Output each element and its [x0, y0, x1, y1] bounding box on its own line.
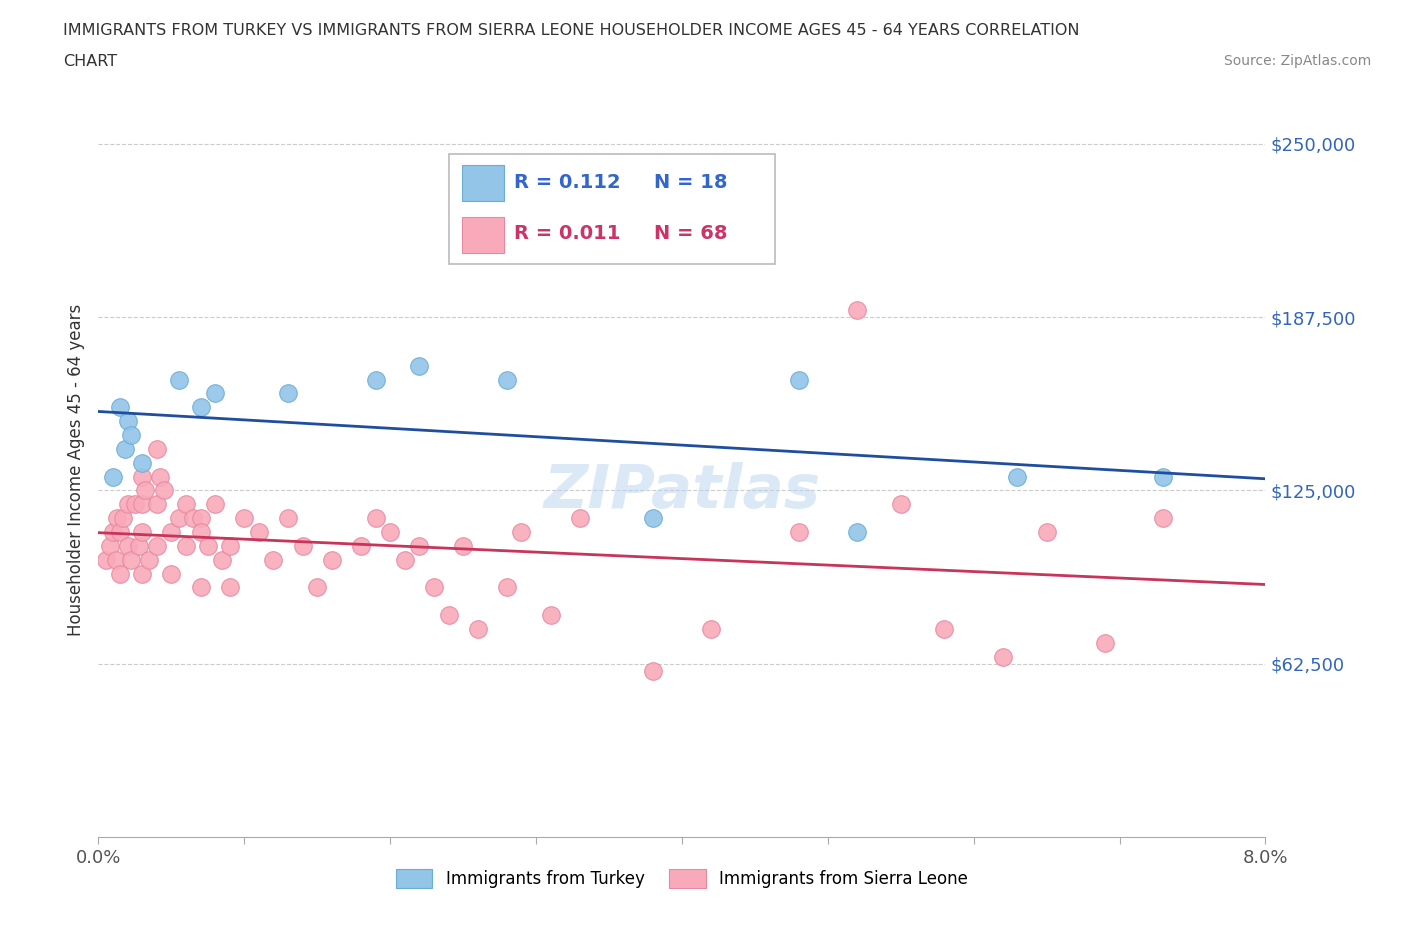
Point	[120, 428, 142, 443]
Point	[190, 400, 212, 415]
Point	[131, 456, 153, 471]
Text: R = 0.112: R = 0.112	[513, 173, 620, 193]
Point	[510, 525, 533, 539]
Point	[641, 663, 664, 678]
Point	[120, 552, 142, 567]
Point	[247, 525, 270, 539]
Point	[496, 580, 519, 595]
Point	[496, 372, 519, 387]
FancyBboxPatch shape	[461, 217, 505, 253]
Point	[124, 497, 146, 512]
Point	[262, 552, 284, 567]
Point	[423, 580, 446, 595]
Point	[197, 538, 219, 553]
Point	[934, 621, 956, 636]
Point	[131, 497, 153, 512]
Point	[160, 566, 183, 581]
Point	[117, 497, 139, 512]
Point	[467, 621, 489, 636]
Y-axis label: Householder Income Ages 45 - 64 years: Householder Income Ages 45 - 64 years	[66, 303, 84, 636]
Point	[167, 511, 190, 525]
FancyBboxPatch shape	[449, 153, 775, 264]
Point	[149, 469, 172, 484]
FancyBboxPatch shape	[461, 165, 505, 201]
Point	[1152, 469, 1174, 484]
Text: N = 18: N = 18	[654, 173, 728, 193]
Point	[190, 511, 212, 525]
Point	[845, 303, 868, 318]
Point	[451, 538, 474, 553]
Text: Source: ZipAtlas.com: Source: ZipAtlas.com	[1223, 54, 1371, 68]
Point	[211, 552, 233, 567]
Point	[110, 566, 132, 581]
Point	[98, 538, 121, 553]
Point	[190, 580, 212, 595]
Point	[218, 580, 240, 595]
Point	[277, 511, 299, 525]
Point	[94, 552, 117, 567]
Point	[700, 621, 723, 636]
Point	[117, 538, 139, 553]
Point	[277, 386, 299, 401]
Point	[1035, 525, 1057, 539]
Point	[131, 469, 153, 484]
Point	[146, 497, 169, 512]
Point	[114, 442, 136, 457]
Text: R = 0.011: R = 0.011	[513, 224, 620, 243]
Point	[845, 525, 868, 539]
Point	[233, 511, 256, 525]
Point	[190, 525, 212, 539]
Point	[1152, 511, 1174, 525]
Point	[991, 649, 1014, 664]
Point	[321, 552, 343, 567]
Text: CHART: CHART	[63, 54, 117, 69]
Point	[1007, 469, 1029, 484]
Point	[128, 538, 150, 553]
Point	[641, 511, 664, 525]
Point	[1094, 635, 1116, 650]
Point	[146, 538, 169, 553]
Point	[568, 511, 591, 525]
Point	[174, 538, 197, 553]
Point	[540, 608, 562, 623]
Point	[364, 372, 387, 387]
Point	[408, 538, 430, 553]
Point	[101, 525, 124, 539]
Legend: Immigrants from Turkey, Immigrants from Sierra Leone: Immigrants from Turkey, Immigrants from …	[389, 862, 974, 895]
Point	[174, 497, 197, 512]
Point	[104, 552, 127, 567]
Point	[110, 525, 132, 539]
Point	[105, 511, 128, 525]
Point	[117, 414, 139, 429]
Point	[204, 497, 226, 512]
Point	[350, 538, 373, 553]
Point	[131, 525, 153, 539]
Text: IMMIGRANTS FROM TURKEY VS IMMIGRANTS FROM SIERRA LEONE HOUSEHOLDER INCOME AGES 4: IMMIGRANTS FROM TURKEY VS IMMIGRANTS FRO…	[63, 23, 1080, 38]
Point	[218, 538, 240, 553]
Point	[437, 608, 460, 623]
Point	[394, 552, 416, 567]
Point	[112, 511, 135, 525]
Point	[160, 525, 183, 539]
Point	[146, 442, 169, 457]
Point	[787, 525, 810, 539]
Point	[181, 511, 204, 525]
Point	[153, 483, 176, 498]
Point	[307, 580, 329, 595]
Point	[380, 525, 402, 539]
Point	[167, 372, 190, 387]
Point	[787, 372, 810, 387]
Point	[890, 497, 912, 512]
Text: N = 68: N = 68	[654, 224, 728, 243]
Point	[204, 386, 226, 401]
Point	[131, 566, 153, 581]
Point	[291, 538, 314, 553]
Point	[110, 400, 132, 415]
Text: ZIPatlas: ZIPatlas	[543, 462, 821, 521]
Point	[101, 469, 124, 484]
Point	[138, 552, 160, 567]
Point	[408, 358, 430, 373]
Point	[364, 511, 387, 525]
Point	[134, 483, 156, 498]
